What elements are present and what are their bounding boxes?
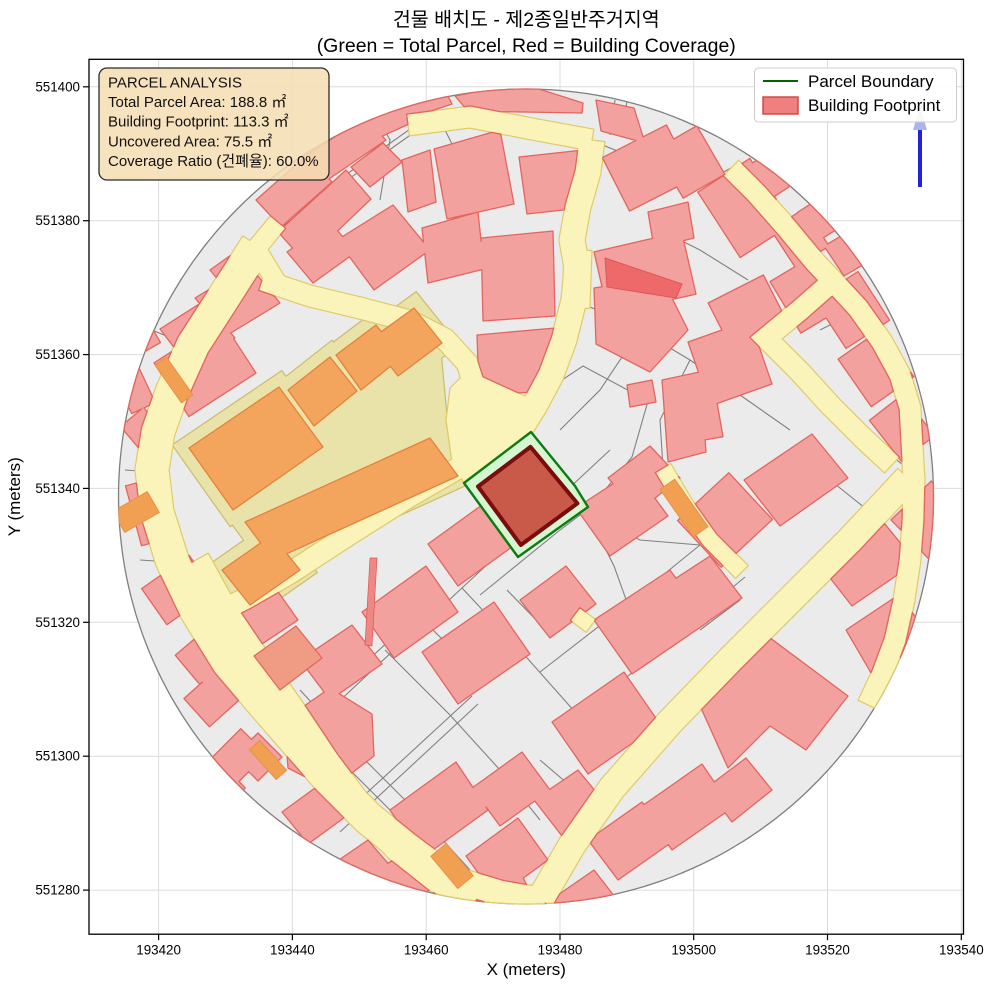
svg-text:551340: 551340 [35, 481, 80, 496]
svg-text:551400: 551400 [35, 79, 80, 94]
svg-text:193420: 193420 [136, 943, 181, 958]
svg-text:193520: 193520 [805, 943, 850, 958]
svg-text:Total Parcel Area: 188.8 ㎡: Total Parcel Area: 188.8 ㎡ [108, 94, 286, 111]
svg-text:PARCEL ANALYSIS: PARCEL ANALYSIS [108, 75, 242, 92]
svg-text:Parcel Boundary: Parcel Boundary [808, 72, 934, 91]
svg-text:Building Footprint: Building Footprint [808, 96, 941, 115]
svg-text:건물 배치도 - 제2종일반주거지역: 건물 배치도 - 제2종일반주거지역 [393, 9, 660, 31]
svg-text:Building Footprint: 113.3 ㎡: Building Footprint: 113.3 ㎡ [108, 114, 289, 131]
svg-text:Coverage Ratio (건폐율): 60.0%: Coverage Ratio (건폐율): 60.0% [108, 153, 319, 170]
svg-text:(Green = Total Parcel, Red = B: (Green = Total Parcel, Red = Building Co… [317, 35, 736, 57]
svg-text:551320: 551320 [35, 615, 80, 630]
svg-text:193540: 193540 [939, 943, 984, 958]
svg-text:X (meters): X (meters) [487, 960, 566, 979]
svg-text:551300: 551300 [35, 749, 80, 764]
svg-text:193480: 193480 [538, 943, 583, 958]
svg-text:193460: 193460 [404, 943, 449, 958]
svg-text:551360: 551360 [35, 347, 80, 362]
svg-text:551280: 551280 [35, 883, 80, 898]
svg-text:Y (meters): Y (meters) [5, 457, 24, 536]
svg-text:Uncovered Area: 75.5 ㎡: Uncovered Area: 75.5 ㎡ [108, 133, 272, 150]
svg-text:551380: 551380 [35, 213, 80, 228]
svg-text:193500: 193500 [671, 943, 716, 958]
svg-text:193440: 193440 [270, 943, 315, 958]
